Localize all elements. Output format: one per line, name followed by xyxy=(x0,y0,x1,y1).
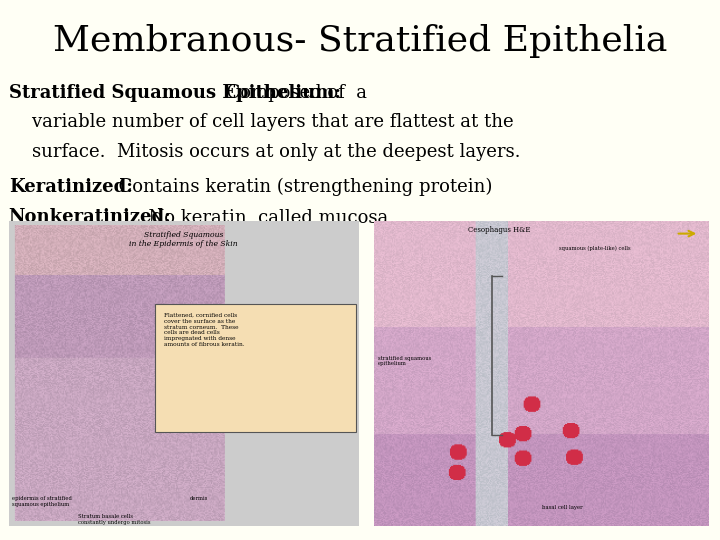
Text: dermis: dermis xyxy=(190,496,209,501)
Text: No keratin, called mucosa: No keratin, called mucosa xyxy=(137,208,388,226)
Text: Flattened, cornified cells
cover the surface as the
stratum corneum.  These
cell: Flattened, cornified cells cover the sur… xyxy=(164,313,245,347)
FancyBboxPatch shape xyxy=(156,304,356,432)
Text: squamous (plate-like) cells: squamous (plate-like) cells xyxy=(559,246,630,251)
Text: Stratified Squamous Epithelium:: Stratified Squamous Epithelium: xyxy=(9,84,341,102)
Text: Nonkeratinized:: Nonkeratinized: xyxy=(9,208,171,226)
Text: epidermis of stratified
squamous epithelium: epidermis of stratified squamous epithel… xyxy=(12,496,72,507)
Text: Contains keratin (strengthening protein): Contains keratin (strengthening protein) xyxy=(107,178,492,197)
Text: surface.  Mitosis occurs at only at the deepest layers.: surface. Mitosis occurs at only at the d… xyxy=(9,143,520,161)
Text: Keratinized:: Keratinized: xyxy=(9,178,132,196)
Text: Membranous- Stratified Epithelia: Membranous- Stratified Epithelia xyxy=(53,24,667,58)
Text: Stratified Squamous
in the Epidermis of the Skin: Stratified Squamous in the Epidermis of … xyxy=(129,231,238,248)
Text: stratified squamous
epithelium: stratified squamous epithelium xyxy=(378,356,431,367)
Text: Stratum basale cells
constantly undergo mitosis: Stratum basale cells constantly undergo … xyxy=(78,514,151,525)
Text: Composed of  a: Composed of a xyxy=(215,84,366,102)
Text: basal cell layer: basal cell layer xyxy=(542,505,582,510)
Text: Cesophagus H&E: Cesophagus H&E xyxy=(468,226,531,234)
Text: variable number of cell layers that are flattest at the: variable number of cell layers that are … xyxy=(9,113,513,131)
